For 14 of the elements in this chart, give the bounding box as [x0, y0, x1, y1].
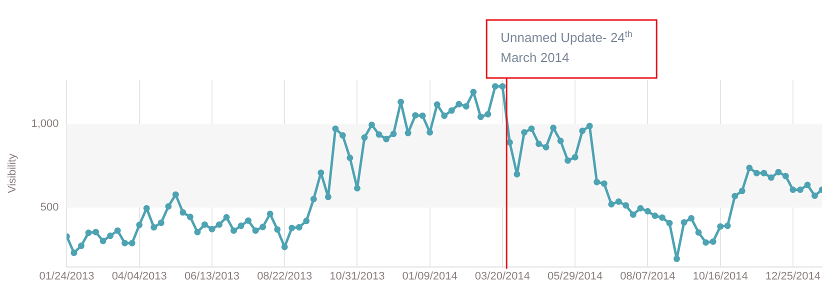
y-axis-title: Visibility: [6, 153, 19, 194]
x-tick-label: 01/09/2014: [402, 270, 458, 282]
x-tick-label: 01/24/2013: [39, 270, 94, 282]
x-tick-label: 08/22/2013: [257, 270, 312, 282]
y-tick-label: 500: [40, 202, 59, 214]
x-tick-label: 08/07/2014: [620, 270, 676, 282]
x-tick-label: 06/13/2013: [184, 270, 240, 282]
y-tick-label: 1,000: [31, 118, 59, 130]
x-tick-label: 04/04/2013: [112, 270, 167, 282]
x-tick-label: 12/25/2014: [765, 270, 820, 282]
x-tick-label: 10/31/2013: [330, 270, 385, 282]
x-tick-label: 10/16/2014: [692, 270, 748, 282]
x-tick-label: 05/29/2014: [548, 270, 603, 282]
x-tick-label: 03/20/2014: [474, 270, 530, 282]
